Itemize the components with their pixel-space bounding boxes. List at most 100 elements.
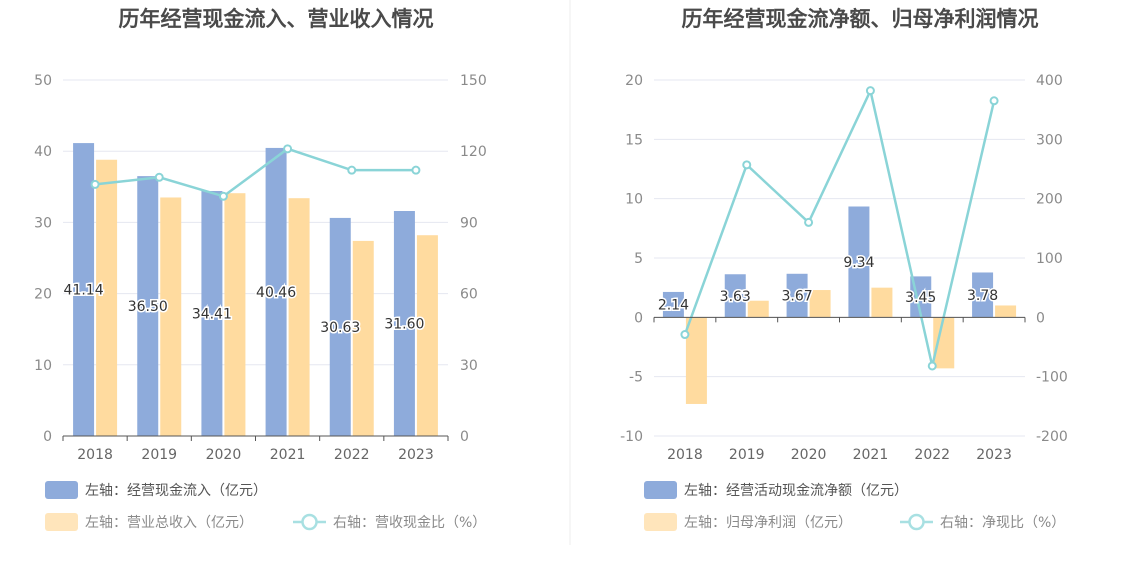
line-point bbox=[218, 191, 228, 201]
x-axis-tick-label: 2021 bbox=[853, 447, 889, 463]
legend-label: 右轴：净现比（%） bbox=[940, 515, 1065, 531]
data-labels: 41.14 36.50 34.41 40.46 30.63 31.60 bbox=[62, 281, 426, 337]
right-axis-tick: 30 bbox=[460, 358, 478, 374]
bar-primary bbox=[786, 273, 808, 318]
bar-primary bbox=[73, 143, 95, 437]
bar-data-label: 3.78 bbox=[967, 288, 998, 304]
x-axis-tick-label: 2021 bbox=[270, 447, 306, 463]
legend-item[interactable]: 右轴：营收现金比（%） bbox=[293, 513, 486, 531]
x-axis-tick-label: 2019 bbox=[141, 447, 177, 463]
legend-label: 左轴：经营现金流入（亿元） bbox=[85, 483, 267, 499]
left-axis-tick: 10 bbox=[625, 192, 643, 208]
line-point bbox=[927, 361, 937, 371]
chart-title: 历年经营现金流净额、归母净利润情况 bbox=[682, 7, 1039, 31]
right-axis-tick: -100 bbox=[1036, 370, 1068, 386]
bar-data-label: 40.46 bbox=[256, 285, 296, 301]
right-axis-tick: 200 bbox=[1036, 192, 1063, 208]
bar-primary bbox=[265, 147, 287, 436]
grid bbox=[654, 79, 1025, 437]
bar-secondary bbox=[809, 290, 831, 318]
bar-secondary bbox=[871, 287, 893, 318]
line-point bbox=[154, 172, 164, 182]
bar-secondary bbox=[416, 235, 438, 436]
bars bbox=[73, 143, 438, 437]
bar-secondary bbox=[224, 193, 246, 436]
chart-title: 历年经营现金流入、营业收入情况 bbox=[119, 7, 434, 31]
legend-item[interactable]: 左轴：归母净利润（亿元） bbox=[644, 513, 852, 531]
left-axis-tick: 20 bbox=[625, 73, 643, 89]
line-point bbox=[347, 165, 357, 175]
bar-primary bbox=[848, 206, 870, 318]
legend-label: 左轴：归母净利润（亿元） bbox=[684, 514, 852, 531]
bar-primary bbox=[393, 211, 415, 436]
right-axis-tick: 90 bbox=[460, 215, 478, 231]
bar-data-label: 9.34 bbox=[843, 255, 874, 271]
legend-swatch bbox=[45, 513, 78, 531]
legend-swatch bbox=[644, 513, 677, 531]
left-axis-tick: -5 bbox=[629, 370, 643, 386]
x-axis-tick-label: 2022 bbox=[334, 447, 370, 463]
bar-secondary bbox=[747, 300, 769, 318]
bar-data-label: 30.63 bbox=[320, 320, 360, 336]
line-point bbox=[680, 330, 690, 340]
right-axis-tick: 100 bbox=[1036, 251, 1063, 267]
legend-item[interactable]: 左轴：经营活动现金流净额（亿元） bbox=[644, 481, 908, 499]
line-point bbox=[283, 144, 293, 154]
bar-primary bbox=[724, 274, 746, 318]
left-axis-tick: 50 bbox=[34, 73, 52, 89]
bar-secondary bbox=[96, 159, 118, 436]
right-axis-tick: 120 bbox=[460, 144, 487, 160]
bar-secondary bbox=[352, 240, 374, 436]
left-axis-tick: 20 bbox=[34, 287, 52, 303]
x-axis-tick-label: 2022 bbox=[914, 447, 950, 463]
bar-primary bbox=[201, 191, 223, 436]
line-point bbox=[989, 96, 999, 106]
x-axis-tick-label: 2018 bbox=[77, 447, 113, 463]
line-series bbox=[90, 144, 421, 201]
legend-swatch bbox=[45, 481, 78, 499]
grid bbox=[63, 79, 448, 366]
right-axis-tick: 0 bbox=[1036, 310, 1045, 326]
line-path bbox=[94, 147, 416, 198]
x-axis-tick-label: 2018 bbox=[667, 447, 703, 463]
bar-data-label: 31.60 bbox=[384, 317, 424, 333]
line-path bbox=[683, 86, 996, 367]
bar-secondary bbox=[160, 197, 182, 436]
line-point bbox=[865, 86, 875, 96]
bar-secondary bbox=[995, 305, 1017, 318]
axes: 0 10 20 30 40 50 0 30 60 90 120 150 2018 2019 2020 2021… bbox=[34, 73, 487, 463]
left-axis-tick: 15 bbox=[625, 132, 643, 148]
bar-secondary bbox=[685, 317, 707, 404]
bar-secondary bbox=[288, 198, 310, 436]
x-axis-tick-label: 2020 bbox=[206, 447, 242, 463]
left-axis-tick: 5 bbox=[634, 251, 643, 267]
bar-data-label: 34.41 bbox=[192, 307, 232, 323]
bar-data-label: 41.14 bbox=[64, 283, 104, 299]
right-axis-tick: 150 bbox=[460, 73, 487, 89]
line-series bbox=[680, 86, 999, 371]
bar-data-label: 3.45 bbox=[905, 290, 936, 306]
bar-data-label: 2.14 bbox=[658, 298, 689, 314]
right-axis-tick: 60 bbox=[460, 287, 478, 303]
x-axis-tick-label: 2019 bbox=[729, 447, 765, 463]
legend-item[interactable]: 左轴：营业总收入（亿元） bbox=[45, 513, 253, 531]
chart-netcash-profit: 历年经营现金流净额、归母净利润情况 2.14 3.63 3.67 9.34 3.45 3.… bbox=[620, 7, 1068, 531]
legend-item[interactable]: 右轴：净现比（%） bbox=[900, 513, 1065, 531]
right-axis-tick: 400 bbox=[1036, 73, 1063, 89]
x-axis-tick-label: 2020 bbox=[791, 447, 827, 463]
x-axis-tick-label: 2023 bbox=[398, 447, 434, 463]
x-axis-tick-label: 2023 bbox=[976, 447, 1012, 463]
left-axis-tick: 0 bbox=[43, 429, 52, 445]
right-axis-tick: 0 bbox=[460, 429, 469, 445]
axes: -10 -5 0 5 10 15 20 -200 -100 0 100 200 300 400 2018 20… bbox=[620, 73, 1068, 463]
line-point bbox=[90, 179, 100, 189]
legend: 左轴：经营活动现金流净额（亿元） 左轴：归母净利润（亿元） 右轴：净现比（%） bbox=[644, 481, 1065, 531]
left-axis-tick: 40 bbox=[34, 144, 52, 160]
line-point bbox=[742, 160, 752, 170]
bar-data-label: 3.63 bbox=[720, 289, 751, 305]
right-axis-tick: 300 bbox=[1036, 132, 1063, 148]
data-labels: 2.14 3.63 3.67 9.34 3.45 3.78 bbox=[656, 253, 999, 315]
legend-item[interactable]: 左轴：经营现金流入（亿元） bbox=[45, 481, 267, 499]
